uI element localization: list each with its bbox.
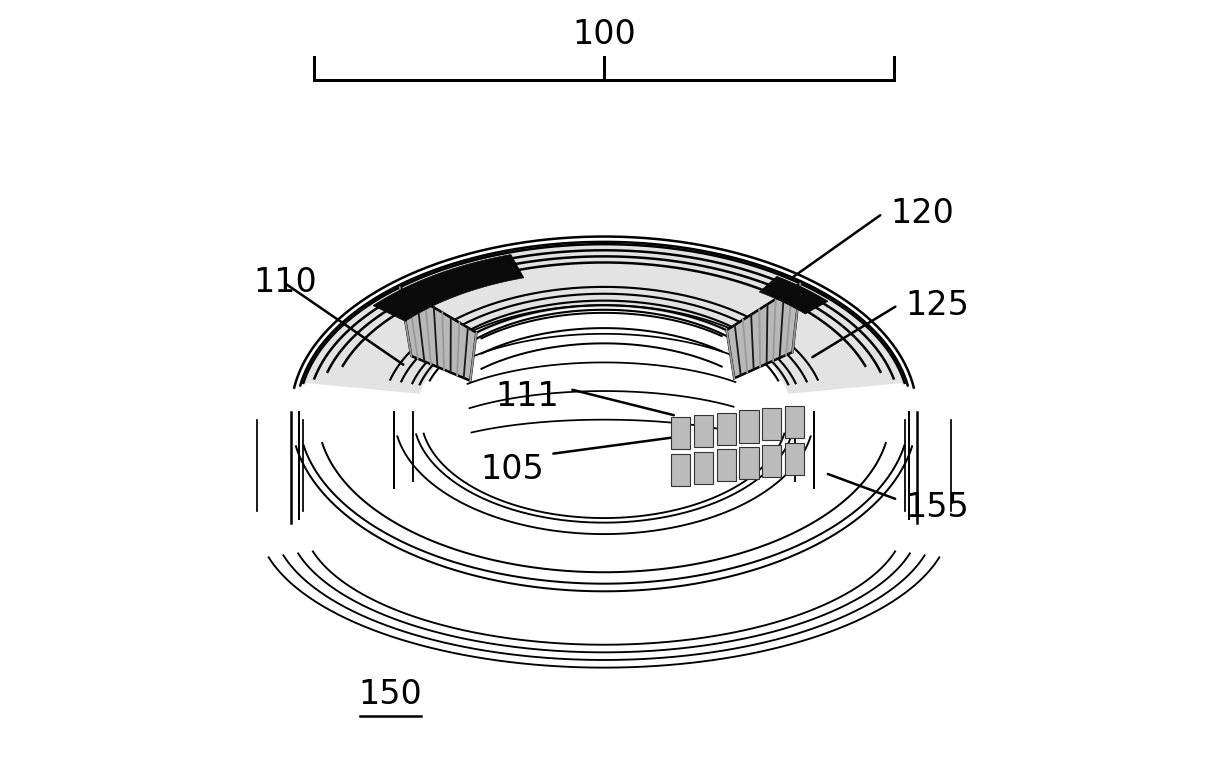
Polygon shape xyxy=(373,255,524,321)
Text: 100: 100 xyxy=(573,18,635,51)
Text: 111: 111 xyxy=(495,380,559,414)
Polygon shape xyxy=(726,283,800,378)
Bar xyxy=(762,445,782,477)
Bar xyxy=(739,447,759,479)
Text: 150: 150 xyxy=(359,678,423,711)
Bar xyxy=(762,408,782,440)
Bar xyxy=(670,417,690,449)
Polygon shape xyxy=(400,288,476,381)
Bar xyxy=(716,449,736,481)
Bar xyxy=(693,415,713,447)
Text: 155: 155 xyxy=(905,491,969,524)
Text: 110: 110 xyxy=(252,266,316,299)
Text: 105: 105 xyxy=(481,452,545,486)
Bar xyxy=(670,454,690,486)
Bar xyxy=(739,410,759,443)
Polygon shape xyxy=(300,242,908,394)
Bar xyxy=(785,406,805,438)
Bar xyxy=(785,443,805,475)
Text: 125: 125 xyxy=(905,288,969,322)
Bar xyxy=(693,452,713,484)
Text: 120: 120 xyxy=(890,197,954,230)
Bar xyxy=(716,413,736,445)
Polygon shape xyxy=(760,276,827,314)
